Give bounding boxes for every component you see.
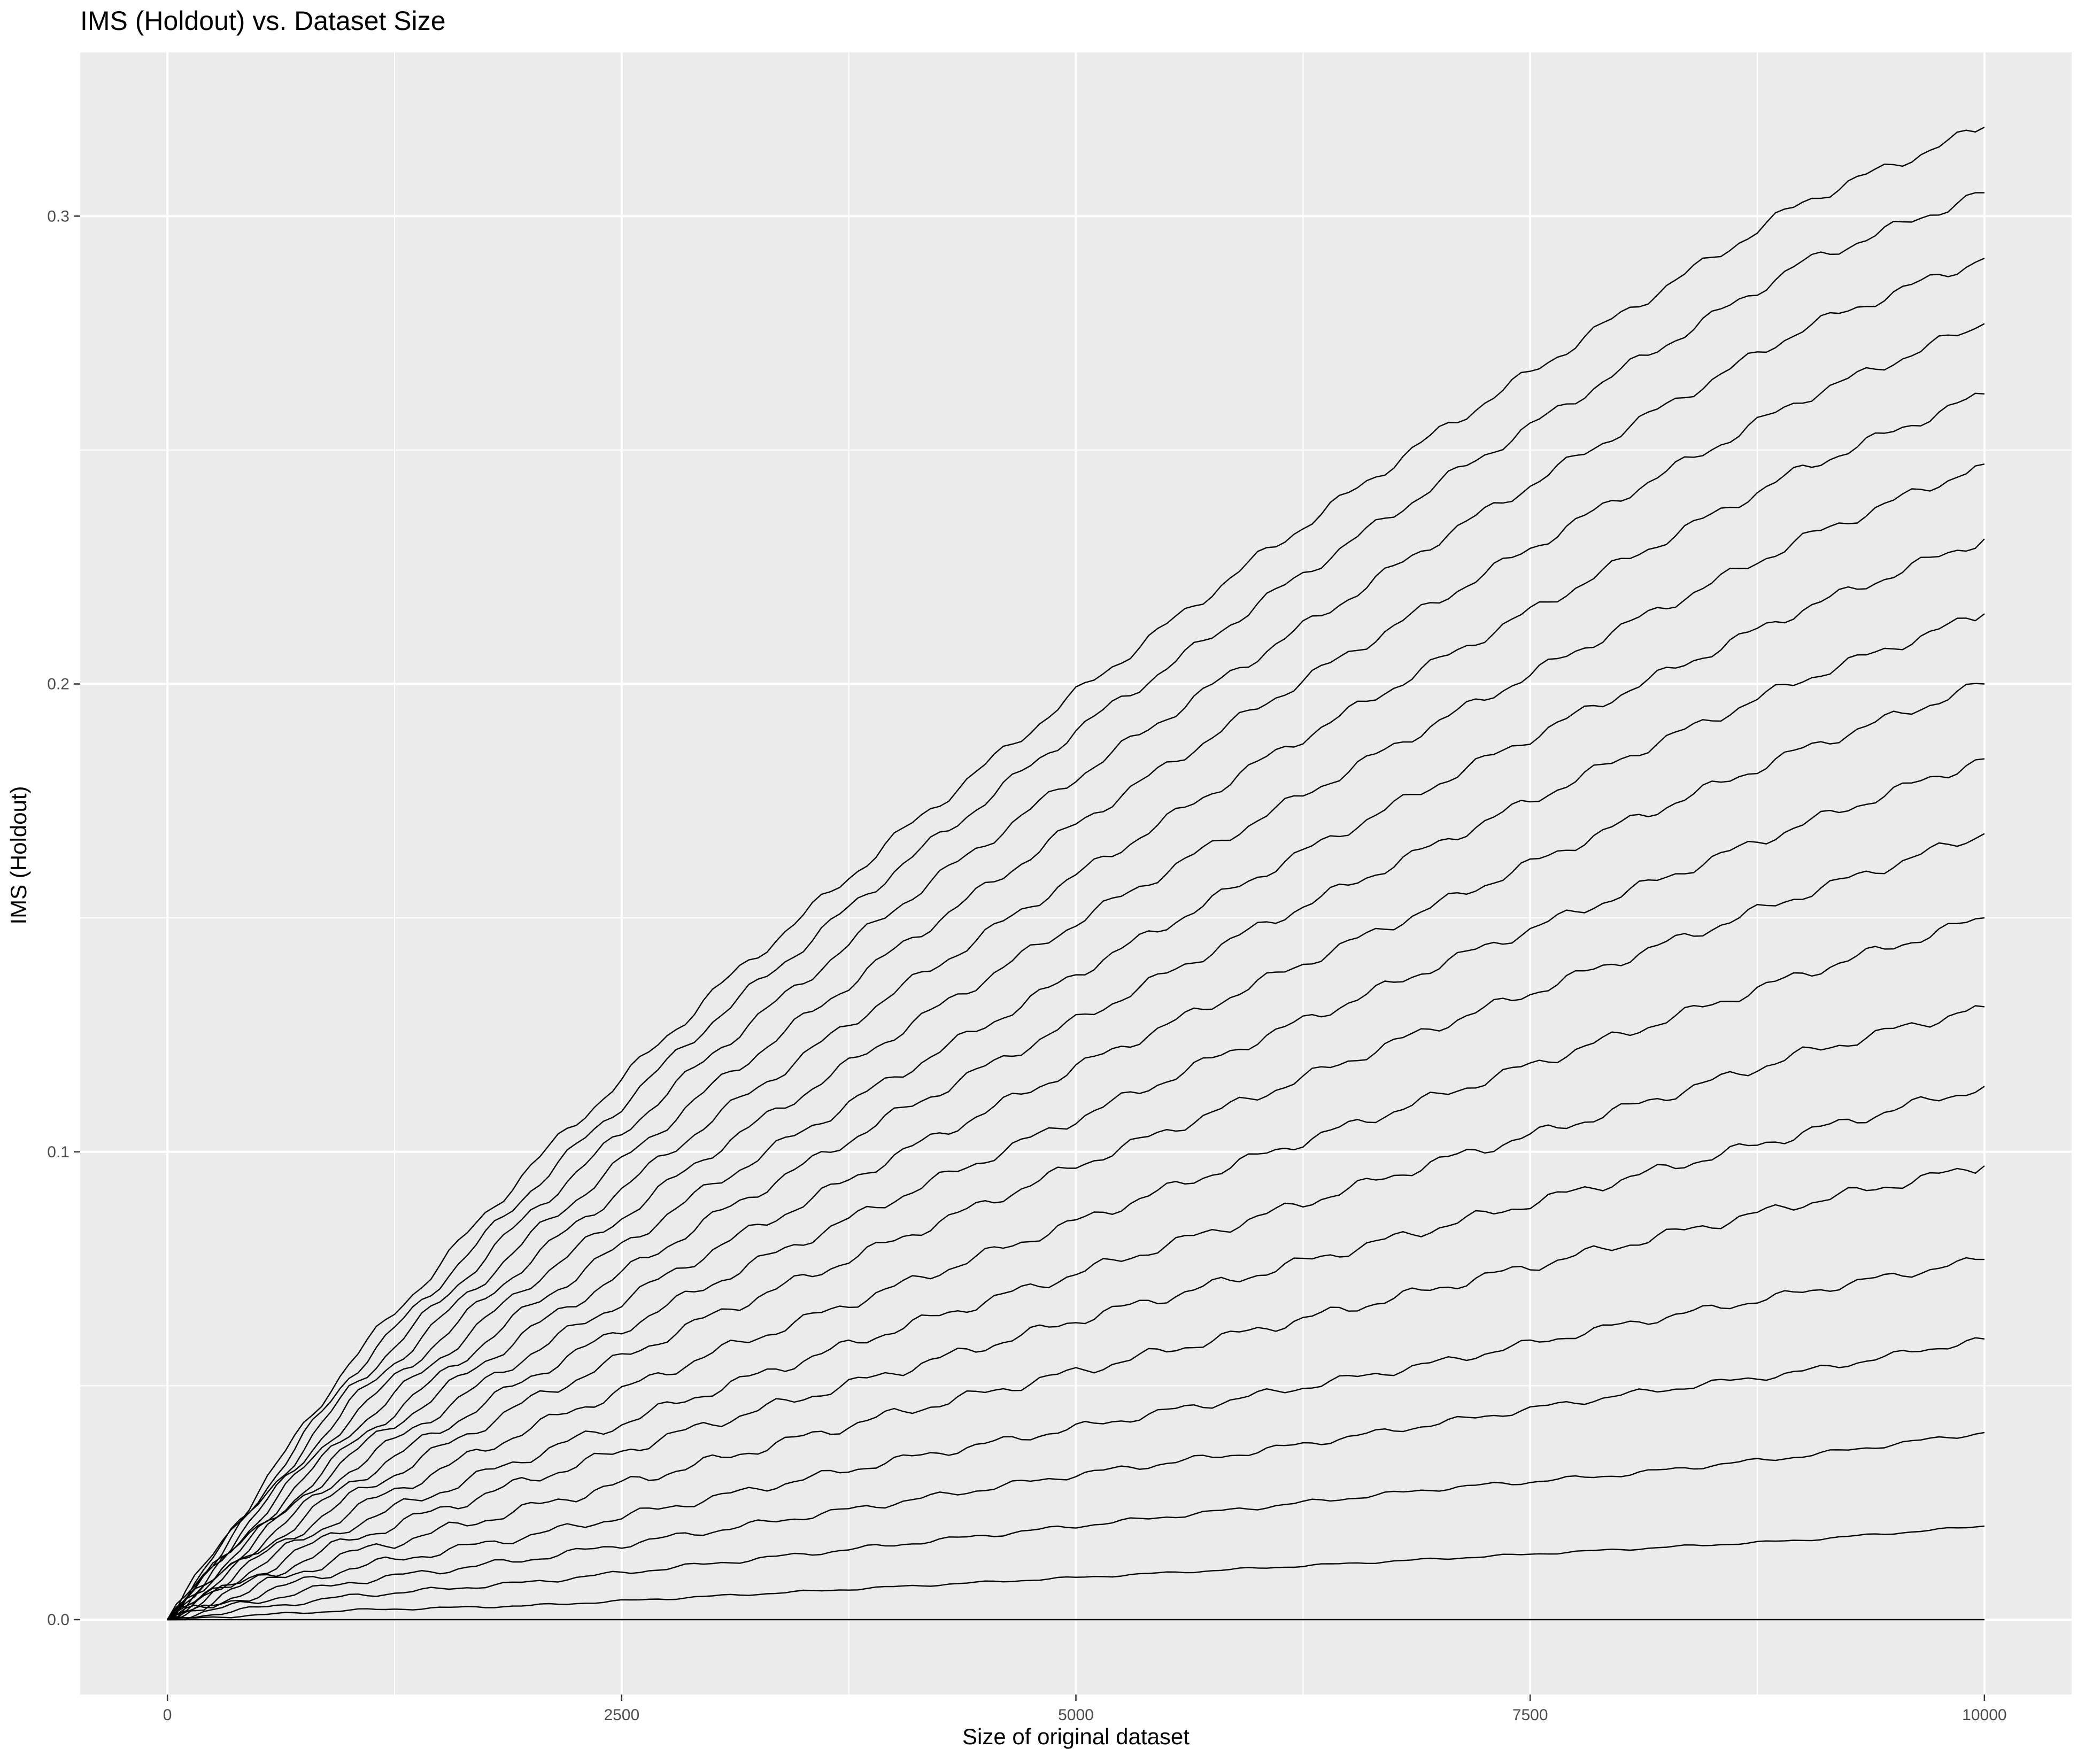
- series-line-07: [167, 1005, 1985, 1621]
- y-tick-label: 0.0: [47, 1611, 70, 1629]
- series-line-02: [167, 1432, 1985, 1621]
- y-tick-label: 0.2: [47, 676, 70, 693]
- x-tick-label: 5000: [1058, 1706, 1094, 1724]
- series-line-14: [167, 463, 1985, 1620]
- series-line-15: [167, 392, 1984, 1620]
- series-line-06: [167, 1086, 1985, 1621]
- series-line-19: [167, 126, 1985, 1620]
- x-axis-label: Size of original dataset: [962, 1724, 1190, 1749]
- series-line-16: [167, 323, 1985, 1620]
- x-tick-label: 10000: [1962, 1706, 2006, 1724]
- series-line-09: [167, 833, 1985, 1620]
- series-lines: [167, 126, 1985, 1621]
- series-line-04: [167, 1257, 1984, 1621]
- series-line-03: [167, 1337, 1985, 1621]
- x-tick-label: 0: [163, 1706, 172, 1724]
- series-line-12: [167, 613, 1985, 1620]
- y-tick-label: 0.3: [47, 207, 70, 225]
- series-line-13: [167, 538, 1985, 1620]
- axes: 0 2500 5000 7500 10000 0.0 0.1 0.2 0.3: [47, 207, 2006, 1724]
- series-line-18: [167, 192, 1984, 1620]
- series-line-05: [167, 1165, 1985, 1621]
- series-line-01: [167, 1525, 1985, 1621]
- x-tick-label: 7500: [1512, 1706, 1548, 1724]
- y-axis-label: IMS (Holdout): [6, 786, 31, 925]
- chart-title: IMS (Holdout) vs. Dataset Size: [80, 6, 446, 36]
- series-line-17: [167, 258, 1985, 1620]
- series-line-10: [167, 758, 1985, 1621]
- series-line-11: [167, 683, 1984, 1621]
- series-line-08: [167, 917, 1985, 1620]
- x-tick-label: 2500: [604, 1706, 639, 1724]
- y-tick-label: 0.1: [47, 1143, 70, 1161]
